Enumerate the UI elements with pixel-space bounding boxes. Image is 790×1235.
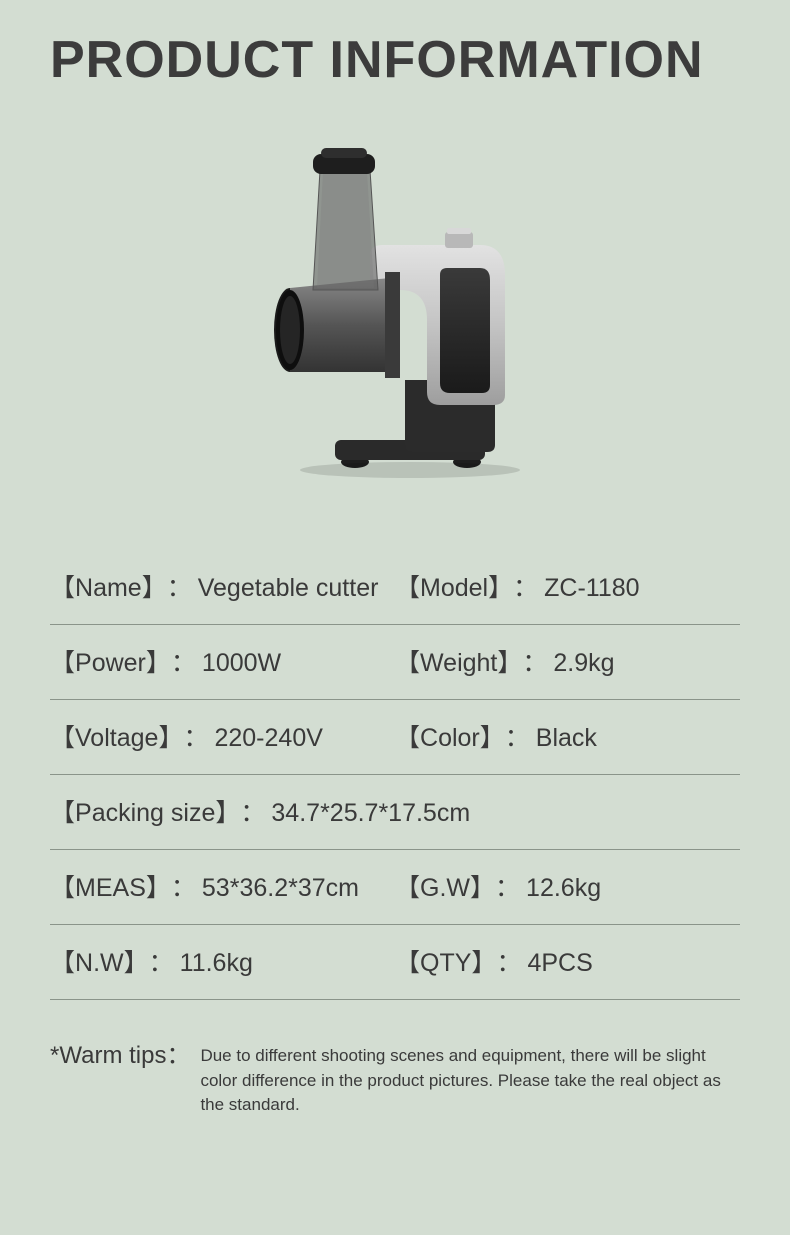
- spec-value: Black: [536, 724, 597, 753]
- spec-cell: Packing size： 34.7*25.7*17.5cm: [50, 793, 740, 829]
- spec-value: 220-240V: [214, 724, 322, 753]
- spec-value: 11.6kg: [180, 949, 253, 978]
- spec-cell: MEAS： 53*36.2*37cm: [50, 868, 395, 904]
- page-container: PRODUCT INFORMATION: [0, 0, 790, 1158]
- spec-cell: Model：ZC-1180: [395, 568, 740, 604]
- spec-value: Vegetable cutter: [198, 574, 379, 603]
- spec-label: Power: [50, 643, 171, 679]
- spec-cell: Color： Black: [395, 718, 740, 754]
- spec-cell: G.W： 12.6kg: [395, 868, 740, 904]
- specs-table: Name：Vegetable cutterModel：ZC-1180Power：…: [50, 550, 740, 1000]
- spec-label: Color: [395, 718, 505, 754]
- vegetable-cutter-icon: [235, 140, 555, 480]
- spec-value: 34.7*25.7*17.5cm: [271, 799, 470, 828]
- spec-row: Packing size： 34.7*25.7*17.5cm: [50, 775, 740, 850]
- spec-label: Packing size: [50, 793, 240, 829]
- spec-cell: Voltage： 220-240V: [50, 718, 395, 754]
- spec-cell: Name：Vegetable cutter: [50, 568, 395, 604]
- warm-tips: *Warm tips： Due to different shooting sc…: [50, 1040, 740, 1118]
- tips-text: Due to different shooting scenes and equ…: [200, 1040, 740, 1118]
- spec-row: MEAS： 53*36.2*37cmG.W： 12.6kg: [50, 850, 740, 925]
- spec-label: Voltage: [50, 718, 183, 754]
- spec-label: N.W: [50, 943, 149, 979]
- page-title: PRODUCT INFORMATION: [50, 30, 740, 90]
- spec-value: 2.9kg: [553, 649, 614, 678]
- spec-value: 12.6kg: [526, 874, 601, 903]
- spec-cell: N.W： 11.6kg: [50, 943, 395, 979]
- spec-value: 4PCS: [527, 949, 592, 978]
- spec-cell: QTY： 4PCS: [395, 943, 740, 979]
- spec-label: QTY: [395, 943, 496, 979]
- spec-row: N.W： 11.6kgQTY： 4PCS: [50, 925, 740, 1000]
- spec-value: 53*36.2*37cm: [202, 874, 359, 903]
- spec-value: ZC-1180: [544, 574, 639, 603]
- spec-cell: Weight： 2.9kg: [395, 643, 740, 679]
- spec-row: Power： 1000WWeight： 2.9kg: [50, 625, 740, 700]
- spec-row: Voltage： 220-240VColor： Black: [50, 700, 740, 775]
- spec-row: Name：Vegetable cutterModel：ZC-1180: [50, 550, 740, 625]
- spec-cell: Power： 1000W: [50, 643, 395, 679]
- spec-label: Model: [395, 568, 513, 604]
- spec-label: Weight: [395, 643, 522, 679]
- spec-label: Name: [50, 568, 167, 604]
- tips-label: *Warm tips：: [50, 1040, 190, 1071]
- product-image: [50, 120, 740, 500]
- spec-label: G.W: [395, 868, 495, 904]
- spec-value: 1000W: [202, 649, 281, 678]
- spec-label: MEAS: [50, 868, 171, 904]
